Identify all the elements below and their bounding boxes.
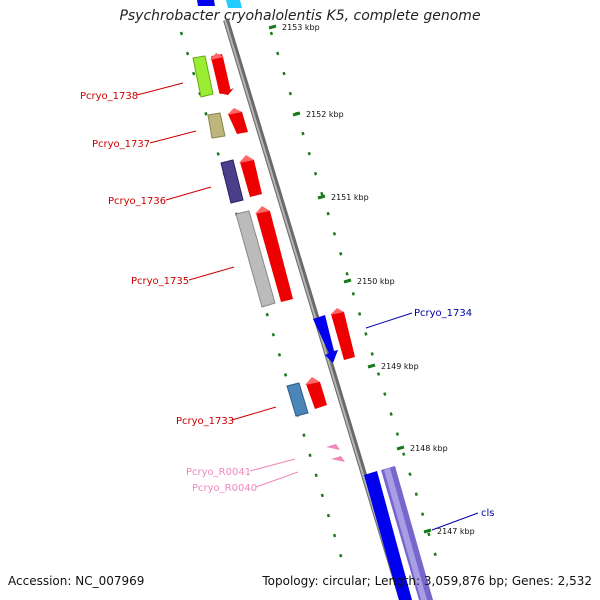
gene-label[interactable]: cls: [481, 508, 495, 519]
gene-Pcryo_1737[interactable]: [207, 108, 248, 139]
clipped-feature-cyan: [226, 0, 242, 8]
major-tick: [343, 278, 352, 284]
major-tick: [317, 194, 326, 200]
gene-label[interactable]: Pcryo_1734: [414, 308, 472, 319]
label-leader: [188, 266, 235, 281]
gene-arrow-forward: [256, 207, 293, 302]
gene-arrow-reverse: [313, 315, 338, 363]
major-tick: [367, 363, 376, 369]
genome-backbone-highlight: [224, 19, 402, 600]
gene-arrow-forward: [331, 309, 355, 360]
gene-arrow-forward: [240, 156, 262, 197]
label-leader: [136, 82, 184, 96]
gene-arrow-forward: [306, 378, 327, 409]
label-leader: [255, 471, 299, 488]
gene-block: [220, 159, 244, 204]
gene-label[interactable]: Pcryo_1736: [108, 196, 166, 207]
trna-Pcryo_R0041[interactable]: [326, 444, 340, 450]
map-title: Psychrobacter cryohalolentis K5, complet…: [119, 8, 481, 24]
gene-arrow-head: [255, 206, 270, 214]
gene-arrow-forward: [228, 109, 248, 134]
gene-Pcryo_1735[interactable]: [235, 206, 293, 308]
tick-label: 2147 kbp: [437, 527, 475, 536]
label-leader: [365, 312, 413, 329]
label-leader: [149, 130, 197, 144]
outer-tick-track: [269, 31, 439, 561]
major-tick: [423, 528, 432, 534]
gene-arrow-head: [239, 155, 254, 163]
gene-arrow-forward: [211, 54, 231, 94]
tick-label: 2148 kbp: [410, 444, 448, 453]
gene-label[interactable]: Pcryo_1737: [92, 139, 150, 150]
tick-label: 2153 kbp: [282, 23, 320, 32]
label-leader: [431, 512, 479, 531]
ticks-group: 2153 kbp 2152 kbp 2151 kbp 2150 kbp 2149 kbp…: [268, 23, 475, 536]
gene-label[interactable]: Pcryo_R0040: [192, 483, 257, 494]
gene-label[interactable]: Pcryo_1733: [176, 416, 234, 427]
gene-Pcryo_1736[interactable]: [220, 155, 262, 204]
gene-Pcryo_1733[interactable]: [286, 377, 327, 417]
label-leader: [165, 186, 212, 201]
gene-block: [286, 382, 309, 417]
gene-arrow-head: [305, 377, 320, 385]
tick-label: 2151 kbp: [331, 193, 369, 202]
major-tick: [292, 111, 301, 117]
tick-label: 2152 kbp: [306, 110, 344, 119]
trna-Pcryo_R0040[interactable]: [331, 456, 345, 462]
gene-Pcryo_1738[interactable]: [192, 53, 234, 98]
label-leader: [231, 406, 277, 421]
gene-block: [364, 471, 412, 600]
gene-label[interactable]: Pcryo_1738: [80, 91, 138, 102]
gene-block: [207, 112, 226, 139]
tick-label: 2150 kbp: [357, 277, 395, 286]
label-leader: [249, 458, 296, 472]
gene-Pcryo_1734[interactable]: [313, 308, 355, 363]
accession-text: Accession: NC_007969: [8, 574, 145, 588]
major-tick: [396, 445, 405, 451]
gene-arrow-head: [227, 108, 242, 115]
clipped-feature-blue: [197, 0, 215, 6]
tick-label: 2149 kbp: [381, 362, 419, 371]
gene-block: [192, 55, 214, 98]
gene-block-highlight: [384, 468, 427, 600]
gene-cls[interactable]: [364, 466, 433, 600]
major-tick: [268, 24, 277, 30]
genome-summary-text: Topology: circular; Length: 3,059,876 bp…: [262, 574, 592, 588]
gene-arrow-head: [330, 308, 344, 315]
gene-label[interactable]: Pcryo_R0041: [186, 467, 251, 478]
gene-block: [235, 210, 276, 308]
gene-label[interactable]: Pcryo_1735: [131, 276, 189, 287]
gene-arrow-head: [210, 53, 224, 60]
